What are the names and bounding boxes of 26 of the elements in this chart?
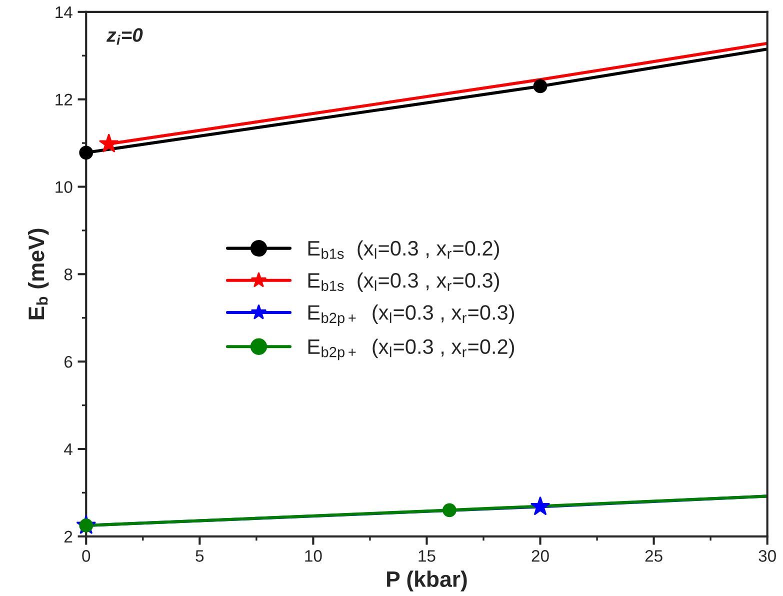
point	[79, 146, 94, 160]
x-tick-label: 0	[82, 550, 90, 562]
legend-label: E$_{b1s}$ (x$_{l}$=0.3 , x$_{r}$=0.2)	[308, 240, 500, 260]
x-tick-label: 15	[418, 550, 436, 562]
y-tick-label: 10	[56, 181, 72, 193]
legend-label: E$_{b1s}$ (x$_{l}$=0.3 , x$_{r}$=0.3)	[308, 272, 500, 292]
y-tick-label: 12	[56, 94, 72, 106]
x-tick-label: 10	[305, 550, 322, 562]
point	[533, 79, 548, 94]
y-axis-title: E$_{b}$ (meV)	[28, 228, 49, 320]
y-tick-label: 6	[64, 356, 72, 368]
y-tick-label: 4	[64, 444, 72, 456]
point	[442, 503, 456, 518]
point	[530, 496, 550, 516]
x-tick-label: 20	[532, 550, 549, 562]
x-tick-label: 25	[645, 550, 662, 562]
y-tick-label: 14	[56, 6, 72, 18]
y-tick-label: 8	[64, 268, 72, 280]
x-axis-title: P (kbar)	[387, 570, 467, 592]
legend-label: E$_{b2p+}$ (x$_{l}$=0.3 , x$_{r}$=0.3)	[308, 304, 514, 326]
legend-label: E$_{b2p+}$ (x$_{l}$=0.3 , x$_{r}$=0.2)	[308, 338, 514, 360]
x-tick-label: 30	[758, 550, 776, 562]
y-tick-label: 2	[64, 530, 72, 542]
point	[98, 133, 119, 152]
annotation: z$_{i}$=0	[106, 28, 143, 45]
x-tick-label: 5	[196, 550, 204, 562]
